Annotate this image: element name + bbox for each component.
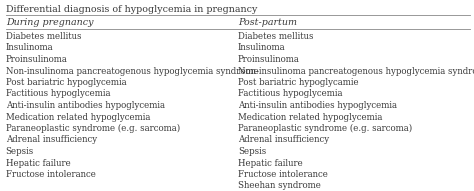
Text: Medication related hypoglycemia: Medication related hypoglycemia <box>6 112 150 121</box>
Text: Diabetes mellitus: Diabetes mellitus <box>238 32 313 41</box>
Text: During pregnancy: During pregnancy <box>6 18 93 27</box>
Text: Post bariatric hypoglycemia: Post bariatric hypoglycemia <box>6 78 126 87</box>
Text: Medication related hypoglycemia: Medication related hypoglycemia <box>238 112 383 121</box>
Text: Sepsis: Sepsis <box>238 147 266 156</box>
Text: Non-insulinoma pancreatogenous hypoglycemia syndrome: Non-insulinoma pancreatogenous hypoglyce… <box>6 66 258 75</box>
Text: Hepatic failure: Hepatic failure <box>6 159 71 168</box>
Text: Post-partum: Post-partum <box>238 18 297 27</box>
Text: Differential diagnosis of hypoglycemia in pregnancy: Differential diagnosis of hypoglycemia i… <box>6 5 257 14</box>
Text: Diabetes mellitus: Diabetes mellitus <box>6 32 81 41</box>
Text: Insulinoma: Insulinoma <box>238 44 285 53</box>
Text: Post bariatric hypoglycamie: Post bariatric hypoglycamie <box>238 78 358 87</box>
Text: Proinsulinoma: Proinsulinoma <box>238 55 300 64</box>
Text: Anti-insulin antibodies hypoglycemia: Anti-insulin antibodies hypoglycemia <box>6 101 164 110</box>
Text: Paraneoplastic syndrome (e.g. sarcoma): Paraneoplastic syndrome (e.g. sarcoma) <box>238 124 412 133</box>
Text: Adrenal insufficiency: Adrenal insufficiency <box>6 135 97 145</box>
Text: Non-insulinoma pancreatogenous hypoglycemia syndrome: Non-insulinoma pancreatogenous hypoglyce… <box>238 66 474 75</box>
Text: Insulinoma: Insulinoma <box>6 44 53 53</box>
Text: Factitious hypoglycemia: Factitious hypoglycemia <box>238 90 342 99</box>
Text: Paraneoplastic syndrome (e.g. sarcoma): Paraneoplastic syndrome (e.g. sarcoma) <box>6 124 180 133</box>
Text: Sepsis: Sepsis <box>6 147 34 156</box>
Text: Sheehan syndrome: Sheehan syndrome <box>238 181 321 190</box>
Text: Fructose intolerance: Fructose intolerance <box>238 170 328 179</box>
Text: Hepatic failure: Hepatic failure <box>238 159 303 168</box>
Text: Factitious hypoglycemia: Factitious hypoglycemia <box>6 90 110 99</box>
Text: Adrenal insufficiency: Adrenal insufficiency <box>238 135 329 145</box>
Text: Anti-insulin antibodies hypoglycemia: Anti-insulin antibodies hypoglycemia <box>238 101 397 110</box>
Text: Fructose intolerance: Fructose intolerance <box>6 170 96 179</box>
Text: Proinsulinoma: Proinsulinoma <box>6 55 68 64</box>
